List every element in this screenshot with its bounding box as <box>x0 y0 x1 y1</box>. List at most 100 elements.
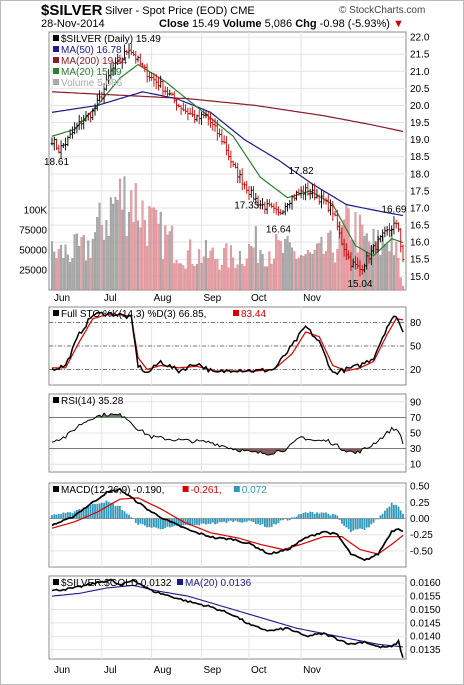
price-y-tick-label: 21.5 <box>410 50 430 61</box>
volume-bar <box>73 234 76 291</box>
volume-bar <box>182 265 185 291</box>
macd-histogram-bar <box>313 513 316 519</box>
volume-bar <box>259 250 262 291</box>
volume-bar <box>372 228 375 291</box>
macd-histogram-bar <box>250 518 253 522</box>
price-annotation: 16.64 <box>266 224 291 235</box>
volume-bar <box>202 256 205 291</box>
legend-entry: 0.072 <box>242 485 267 496</box>
volume-bar <box>395 241 398 291</box>
volume-bar <box>89 258 92 291</box>
macd-histogram-bar <box>125 513 128 519</box>
macd-histogram-bar <box>286 518 289 521</box>
macd-histogram-bar <box>304 512 307 519</box>
volume-bar <box>284 239 287 291</box>
volume-bar <box>399 277 402 291</box>
macd-histogram-bar <box>175 518 178 526</box>
macd-histogram-bar <box>325 512 327 519</box>
macd-histogram-bar <box>67 512 69 519</box>
macd-histogram-bar <box>205 518 207 525</box>
volume-bar <box>232 257 235 291</box>
volume-bar <box>60 244 63 291</box>
chg-value: -0.98 (-5.93%) <box>319 18 390 30</box>
legend-swatch <box>53 68 59 74</box>
macd-histogram-bar <box>243 518 246 523</box>
macd-histogram-bar <box>168 518 171 528</box>
volume-bar <box>148 206 151 291</box>
price-y-tick-label: 20.0 <box>410 101 430 112</box>
macd-histogram-bar <box>134 518 137 523</box>
volume-bar <box>171 225 174 291</box>
macd-histogram-bar <box>89 505 92 519</box>
macd-histogram-bar <box>307 513 309 519</box>
volume-bar <box>250 246 253 291</box>
volume-bar <box>137 220 140 291</box>
volume-bar <box>234 267 237 291</box>
volume-bar <box>304 254 307 291</box>
volume-bar <box>241 263 244 291</box>
volume-bar <box>302 255 305 291</box>
price-annotation: 15.04 <box>347 279 372 290</box>
volume-bar <box>152 207 155 291</box>
macd-y-tick-label: -0.25 <box>410 530 433 541</box>
legend-swatch <box>53 57 59 63</box>
x-month-label-bottom: Aug <box>154 665 172 676</box>
macd-histogram-bar <box>266 518 268 528</box>
macd-histogram-bar <box>388 506 391 519</box>
macd-histogram-bar <box>107 501 110 519</box>
volume-bar <box>114 196 117 291</box>
volume-bar <box>80 237 83 291</box>
macd-histogram-bar <box>227 518 230 522</box>
macd-histogram-bar <box>282 518 284 521</box>
volume-bar <box>286 236 289 291</box>
macd-histogram-bar <box>239 518 241 523</box>
price-annotation: 16.69 <box>381 205 406 216</box>
volume-bar <box>288 242 291 291</box>
stochastic-y-tick-label: 80 <box>410 318 422 329</box>
volume-bar <box>225 243 228 291</box>
macd-histogram-bar <box>318 513 321 519</box>
macd-histogram-bar <box>191 518 194 526</box>
volume-bar <box>245 258 248 291</box>
macd-histogram-bar <box>214 518 216 525</box>
legend-entry: 83.44 <box>241 309 266 320</box>
ma20-line <box>51 63 404 257</box>
stochastic-y-tick-label: 20 <box>410 365 422 376</box>
volume-bar <box>309 252 312 291</box>
macd-histogram-bar <box>293 517 296 519</box>
close-value: 15.49 <box>192 18 220 30</box>
macd-histogram-bar <box>309 511 312 519</box>
macd-histogram-bar <box>159 518 162 530</box>
volume-bar <box>263 266 266 291</box>
macd-histogram-bar <box>311 512 314 519</box>
volume-bar <box>229 245 232 291</box>
price-y-tick-label: 16.5 <box>410 221 430 232</box>
macd-histogram-bar <box>187 518 189 526</box>
legend-entry: $SILVER (Daily) 15.49 <box>61 34 161 45</box>
volume-bar <box>306 250 309 291</box>
volume-bar <box>254 226 257 291</box>
volume-bar <box>300 255 303 291</box>
volume-bar <box>123 176 126 291</box>
macd-histogram-bar <box>368 518 370 528</box>
volume-bar <box>397 257 400 291</box>
volume-bar <box>325 251 328 291</box>
volume-bar <box>64 244 67 291</box>
volume-bar <box>177 263 180 291</box>
macd-histogram-bar <box>297 514 300 519</box>
volume-bar <box>336 249 339 291</box>
macd-histogram-bar <box>386 508 389 519</box>
price-y-tick-label: 18.5 <box>410 152 430 163</box>
volume-bar <box>329 230 332 291</box>
macd-histogram-bar <box>196 518 198 525</box>
ratio-panel-frame <box>48 575 407 660</box>
x-month-label-top: Jun <box>54 293 70 304</box>
volume-bar <box>383 243 386 291</box>
volume-bar <box>377 230 380 291</box>
volume-bar <box>356 252 359 291</box>
volume-tick-label: 50000 <box>19 246 47 257</box>
macd-histogram-bar <box>119 506 121 519</box>
price-y-tick-label: 20.5 <box>410 84 430 95</box>
macd-histogram-bar <box>329 515 332 519</box>
